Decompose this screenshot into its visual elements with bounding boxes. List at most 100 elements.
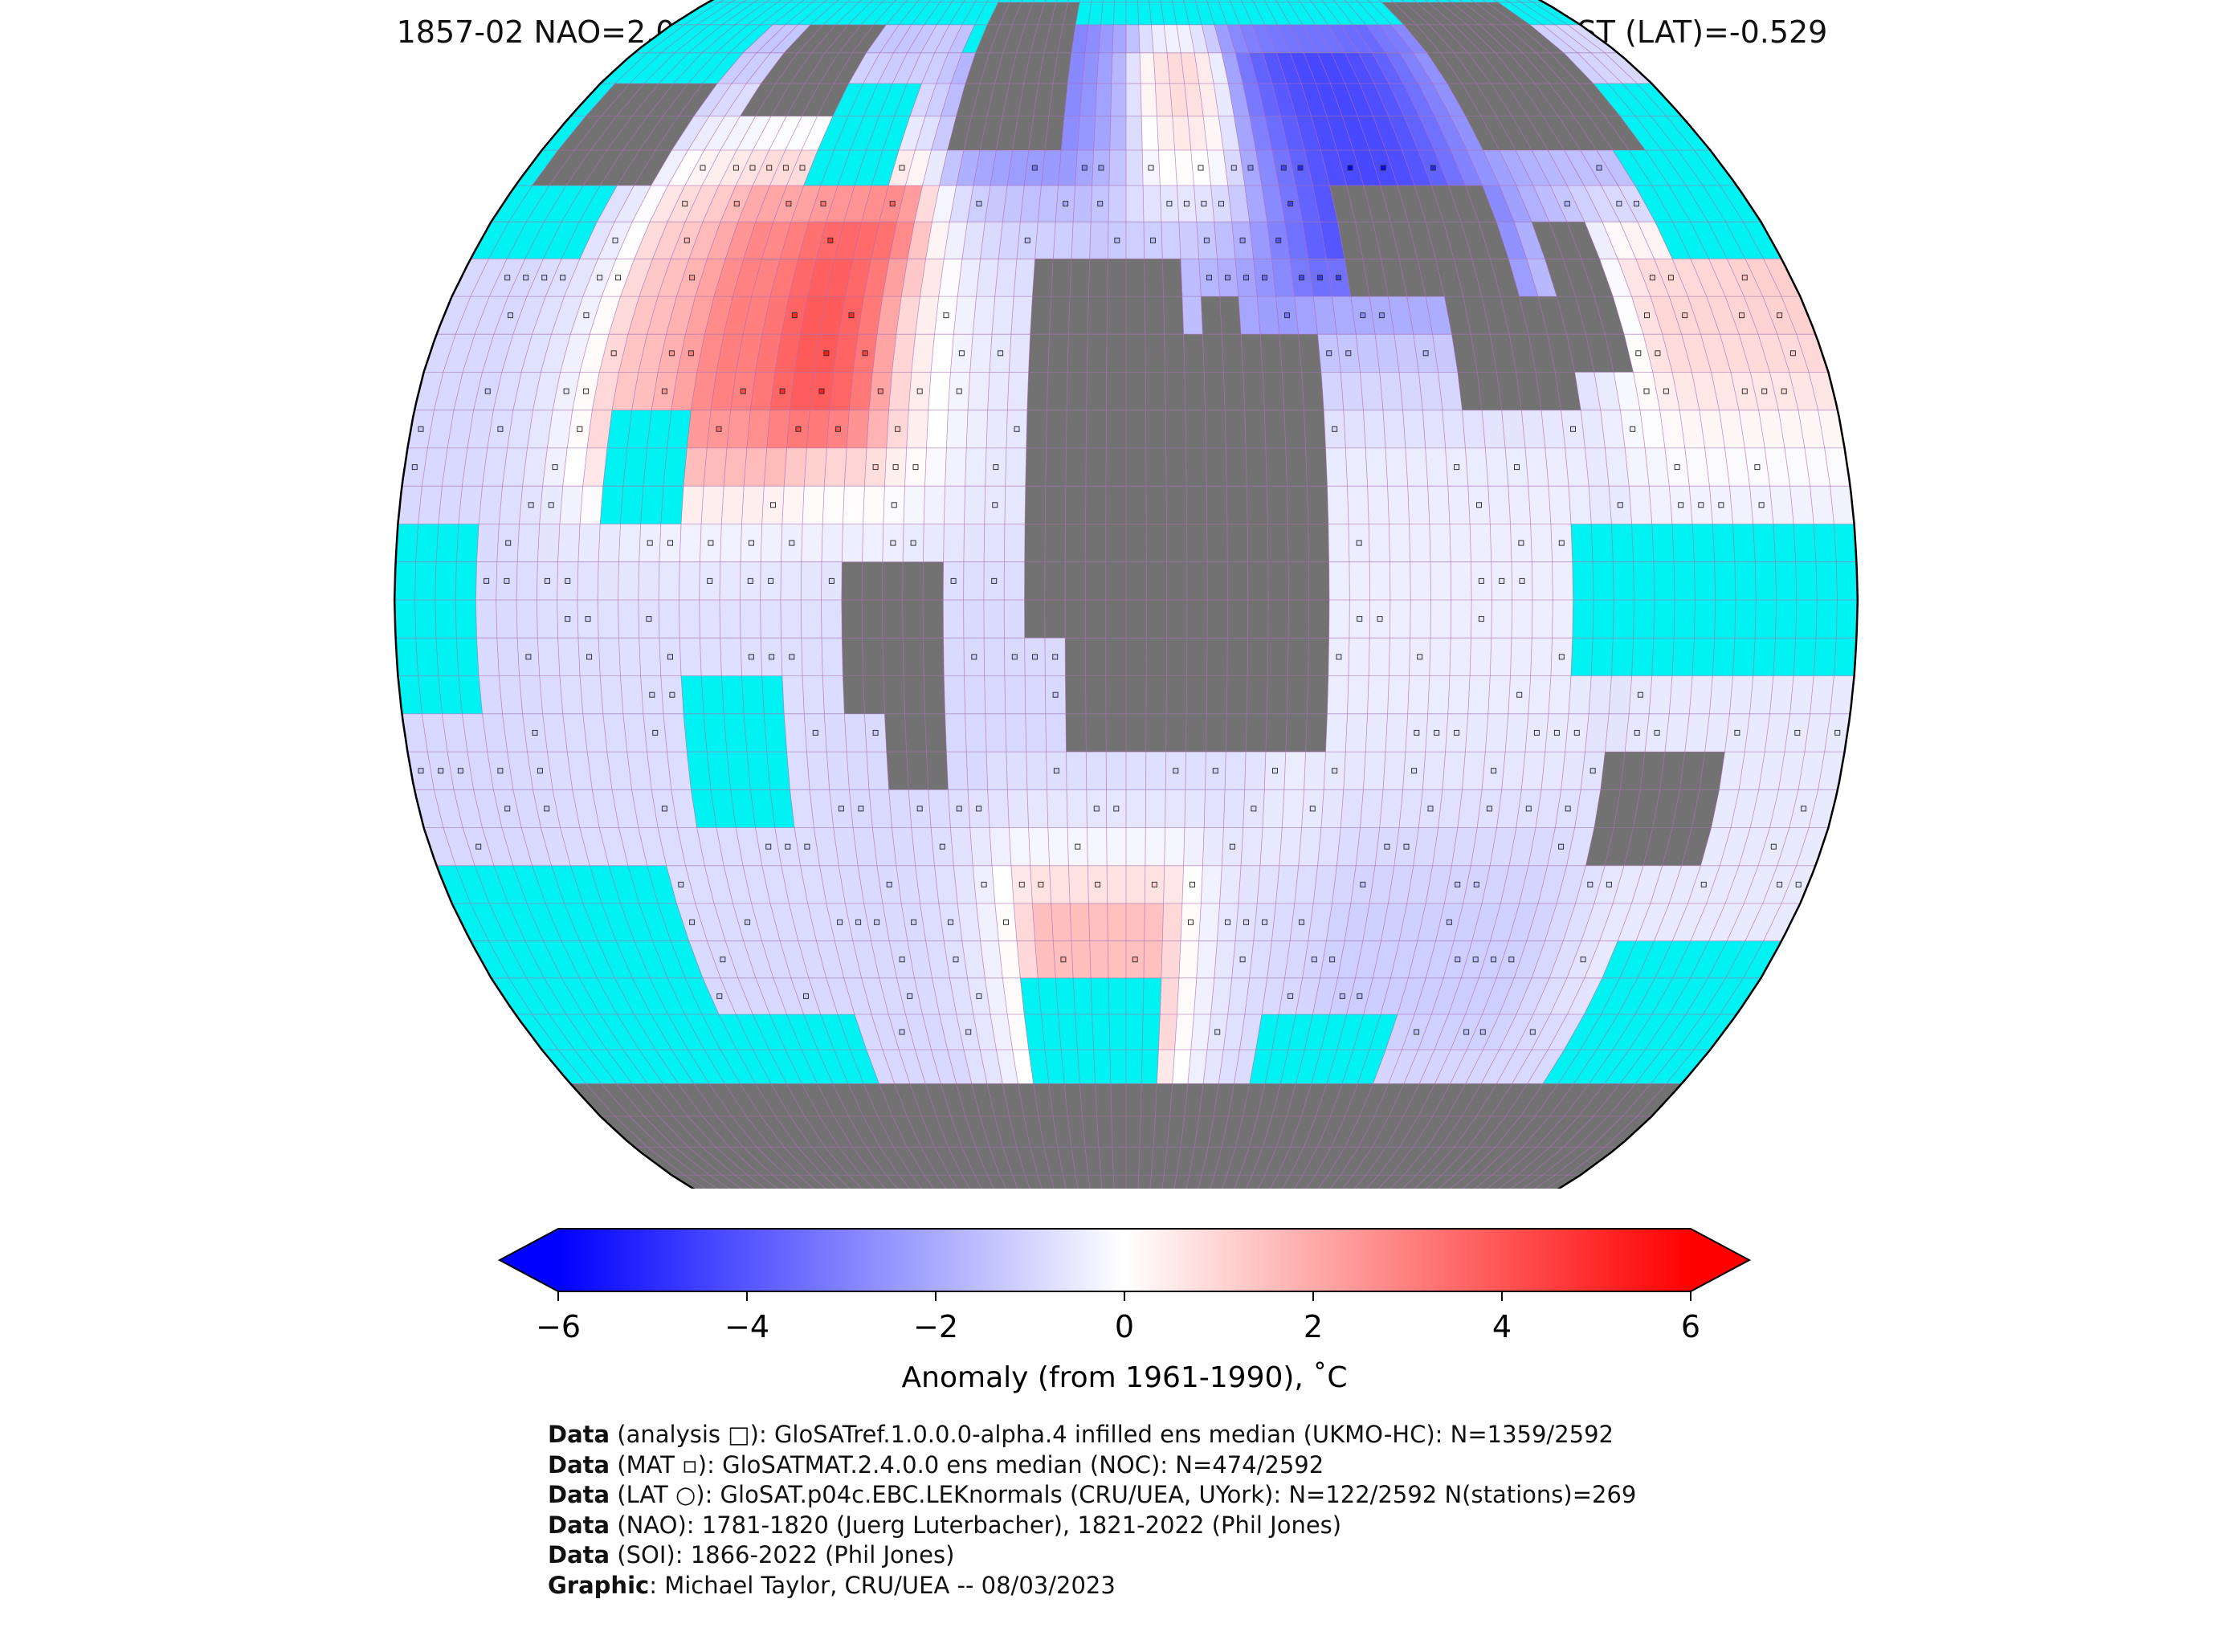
analysis-marker [1218,201,1224,207]
anomaly-cell [537,524,560,562]
anomaly-cell [671,116,709,150]
anomaly-cell [1410,600,1431,638]
land-cell [1107,259,1126,297]
land-cell [663,84,703,116]
land-cell [1496,116,1532,150]
anomaly-cell [1302,222,1327,259]
anomaly-cell [714,903,744,941]
anomaly-cell [1483,1014,1516,1050]
anomaly-cell [1277,24,1304,53]
land-cell [1316,1083,1343,1116]
anomaly-cell [1004,600,1025,638]
land-cell [949,1175,975,1189]
analysis-marker [1014,426,1020,432]
land-cell [1105,486,1126,524]
anomaly-cell [1408,940,1436,978]
anomaly-cell [844,713,867,753]
land-cell [1145,372,1166,410]
land-cell [1169,1083,1188,1116]
anomaly-cell [691,372,716,410]
anomaly-cell [1410,561,1431,600]
anomaly-cell [442,713,467,753]
anomaly-cell [1434,1050,1467,1084]
analysis-marker [532,729,538,736]
anomaly-cell [1496,222,1527,259]
analysis-marker [541,275,548,281]
anomaly-cell [1160,977,1179,1014]
land-cell [1522,52,1565,84]
anomaly-cell [1313,865,1337,904]
land-cell [1068,296,1089,335]
anomaly-cell [1383,410,1406,448]
anomaly-cell [1830,675,1855,714]
anomaly-cell [786,752,810,790]
analysis-marker [1203,237,1210,243]
analysis-marker [586,654,593,660]
colorbar-gradient [558,1229,1691,1291]
land-cell [866,1147,900,1176]
land-cell [1207,1175,1227,1189]
anomaly-cell [858,296,883,335]
analysis-marker [565,616,571,622]
analysis-marker [910,540,916,546]
anomaly-cell [1349,638,1370,676]
land-cell [616,84,659,116]
analysis-marker [749,165,756,171]
anomaly-cell [790,789,814,828]
anomaly-cell [755,334,781,373]
land-cell [1543,116,1581,150]
anomaly-cell [761,940,791,978]
analysis-marker [1514,464,1520,471]
anomaly-cell [716,334,743,373]
analysis-marker [1198,165,1204,171]
anomaly-cell [780,940,809,978]
anomaly-cell [1499,1014,1533,1050]
land-cell [1413,1116,1447,1148]
anomaly-cell [1219,865,1242,904]
land-cell [1050,2,1068,25]
anomaly-cell [1398,977,1426,1014]
land-cell [1225,410,1247,448]
anomaly-cell [1108,940,1126,978]
anomaly-cell [905,1014,932,1050]
land-cell [1086,372,1107,410]
land-cell [1287,486,1308,524]
land-cell [761,1116,798,1148]
anomaly-cell [1567,186,1602,222]
analysis-marker [1380,165,1386,171]
anomaly-cell [1363,410,1385,448]
anomaly-cell [1555,24,1606,53]
anomaly-cell [1353,150,1381,186]
anomaly-cell [945,447,967,487]
anomaly-cell [1450,1050,1483,1084]
anomaly-cell [1625,447,1650,487]
land-cell [1111,1116,1126,1148]
anomaly-cell [1462,752,1486,790]
land-cell [936,1116,962,1148]
anomaly-cell [1126,222,1145,259]
land-cell [1622,1083,1667,1116]
anomaly-cell [1164,827,1185,866]
land-cell [1672,789,1700,828]
land-cell [1605,1116,1652,1148]
analysis-marker [646,616,652,622]
analysis-marker [835,426,841,432]
analysis-marker [785,843,791,850]
land-cell [1355,222,1381,259]
anomaly-cell [888,789,912,828]
anomaly-cell [1068,865,1089,904]
analysis-marker [1446,919,1452,925]
anomaly-cell [1619,222,1655,259]
anomaly-cell [1482,410,1506,448]
land-cell [1451,334,1478,373]
analysis-marker [1229,843,1235,850]
anomaly-cell [915,116,941,150]
anomaly-cell [1308,903,1332,941]
anomaly-cell [824,447,847,487]
land-cell [1207,600,1228,638]
land-cell [1363,186,1391,222]
credit-text: (MAT ▫): GloSATMAT.2.4.0.0 ens median (N… [610,1450,1324,1479]
anomaly-cell [1332,296,1357,335]
anomaly-cell [1467,675,1491,714]
land-cell [1536,1116,1579,1148]
